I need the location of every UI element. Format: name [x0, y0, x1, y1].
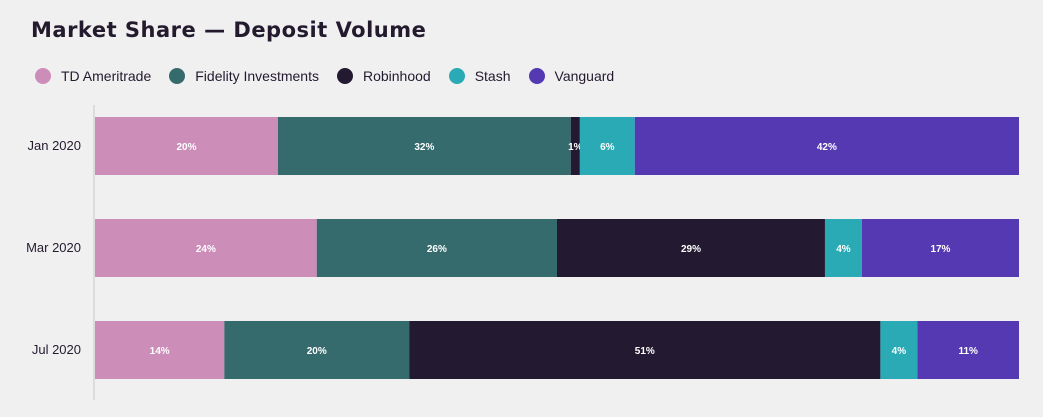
data-label: 17% [930, 244, 950, 255]
bar-segment [409, 321, 881, 379]
data-label: 1% [568, 142, 583, 153]
data-label: 32% [414, 142, 434, 153]
bar-segment [570, 117, 580, 175]
data-label: 24% [196, 244, 216, 255]
data-label: 6% [600, 142, 615, 153]
legend-swatch [169, 68, 186, 84]
legend-swatch [336, 68, 353, 84]
data-label: 42% [817, 142, 837, 153]
bar-segment [277, 117, 571, 175]
y-tick-label: Jul 2020 [32, 342, 81, 357]
data-label: 20% [176, 142, 196, 153]
data-label: 20% [307, 346, 327, 357]
data-label: 11% [958, 346, 978, 357]
legend-swatch [528, 68, 545, 84]
legend-label: Stash [474, 68, 511, 84]
bar-segment [95, 321, 225, 379]
data-label: 26% [427, 244, 447, 255]
legend-label: TD Ameritrade [61, 68, 152, 84]
bar-segment [224, 321, 410, 379]
data-label: 29% [681, 244, 701, 255]
bar-segment [579, 117, 635, 175]
bar-segment [557, 219, 825, 277]
chart-legend: TD Ameritrade Fidelity Investments Robinho… [35, 68, 632, 84]
legend-label: Vanguard [554, 68, 615, 84]
data-label: 14% [150, 346, 170, 357]
legend-item: TD Ameritrade [35, 68, 151, 84]
y-tick-label: Mar 2020 [26, 240, 81, 255]
legend-swatch [35, 68, 51, 84]
bar-segment [634, 117, 1019, 175]
data-label: 4% [836, 244, 851, 255]
legend-label: Fidelity Investments [195, 68, 319, 84]
bar-segment [917, 321, 1019, 379]
legend-swatch [448, 68, 465, 84]
legend-item: Stash [448, 68, 511, 84]
bar-segment [95, 117, 278, 175]
bar-segment [861, 219, 1019, 277]
data-label: 51% [635, 346, 655, 357]
legend-item: Robinhood [336, 68, 431, 84]
chart-title: Market Share — Deposit Volume [31, 18, 427, 42]
data-label: 4% [892, 346, 907, 357]
legend-label: Robinhood [362, 68, 431, 84]
legend-item: Vanguard [528, 68, 615, 84]
bar-segment [95, 219, 317, 277]
y-tick-label: Jan 2020 [28, 138, 82, 153]
bar-segment [316, 219, 557, 277]
legend-item: Fidelity Investments [169, 68, 319, 84]
bar-segment [824, 219, 862, 277]
bar-segment [880, 321, 918, 379]
